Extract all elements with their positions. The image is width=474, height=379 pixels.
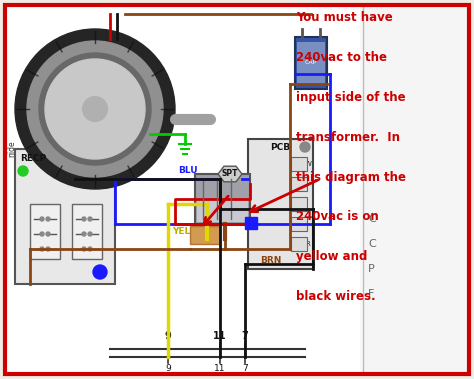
Text: C: C — [297, 161, 301, 167]
Text: SPT: SPT — [222, 169, 238, 179]
Bar — [291, 237, 307, 251]
Circle shape — [39, 53, 151, 165]
Bar — [291, 157, 307, 171]
Circle shape — [88, 247, 92, 251]
Bar — [295, 37, 327, 89]
Text: G: G — [296, 181, 301, 187]
Text: PCB: PCB — [271, 143, 291, 152]
Bar — [195, 174, 250, 224]
Circle shape — [45, 59, 145, 159]
Text: black wires.: black wires. — [296, 290, 376, 303]
Circle shape — [83, 97, 107, 121]
Text: 240vac to the: 240vac to the — [296, 51, 387, 64]
Circle shape — [27, 41, 163, 177]
Bar — [5, 5, 360, 374]
Circle shape — [40, 247, 44, 251]
Circle shape — [18, 166, 28, 176]
Circle shape — [46, 247, 50, 251]
Bar — [291, 197, 307, 211]
Text: yellow and: yellow and — [296, 250, 368, 263]
Circle shape — [93, 265, 107, 279]
Text: C: C — [368, 214, 376, 224]
Bar — [360, 5, 469, 374]
Text: BLU: BLU — [178, 166, 198, 175]
Text: nide: nide — [8, 141, 17, 157]
Circle shape — [300, 142, 310, 152]
Text: 11: 11 — [214, 364, 226, 373]
Text: YEL: YEL — [172, 227, 190, 235]
Text: W: W — [305, 161, 311, 167]
Text: C: C — [368, 239, 376, 249]
Circle shape — [82, 232, 86, 236]
Circle shape — [82, 217, 86, 221]
Circle shape — [88, 217, 92, 221]
Bar — [297, 42, 325, 84]
Text: 11: 11 — [213, 331, 227, 341]
Circle shape — [46, 232, 50, 236]
Text: 7: 7 — [242, 331, 248, 341]
Text: T: T — [297, 201, 301, 207]
Text: transformer.  In: transformer. In — [296, 131, 400, 144]
Text: You must have: You must have — [296, 11, 393, 24]
Bar — [72, 204, 102, 259]
Circle shape — [15, 29, 175, 189]
Circle shape — [40, 232, 44, 236]
Bar — [30, 204, 60, 259]
Text: 9: 9 — [164, 331, 172, 341]
Bar — [363, 5, 468, 374]
Text: input side of the: input side of the — [296, 91, 406, 104]
Text: RECP: RECP — [20, 154, 46, 163]
Polygon shape — [218, 166, 242, 182]
Text: 9: 9 — [165, 364, 171, 373]
Bar — [190, 226, 220, 244]
Text: R: R — [306, 241, 310, 247]
Text: F: F — [368, 289, 374, 299]
Circle shape — [82, 247, 86, 251]
Text: CAP: CAP — [305, 61, 317, 66]
Circle shape — [46, 217, 50, 221]
Text: G: G — [296, 221, 301, 227]
Text: P: P — [368, 264, 375, 274]
Bar — [248, 139, 313, 269]
Circle shape — [40, 217, 44, 221]
Bar — [291, 217, 307, 231]
Text: 7: 7 — [242, 364, 248, 373]
Bar — [197, 199, 248, 222]
Bar — [245, 217, 257, 229]
Text: F: F — [297, 241, 301, 247]
Circle shape — [88, 232, 92, 236]
Text: 240vac is on: 240vac is on — [296, 210, 379, 223]
Text: BRN: BRN — [260, 256, 282, 265]
Text: this diagram the: this diagram the — [296, 171, 406, 183]
Bar — [15, 149, 115, 284]
Bar — [291, 177, 307, 191]
